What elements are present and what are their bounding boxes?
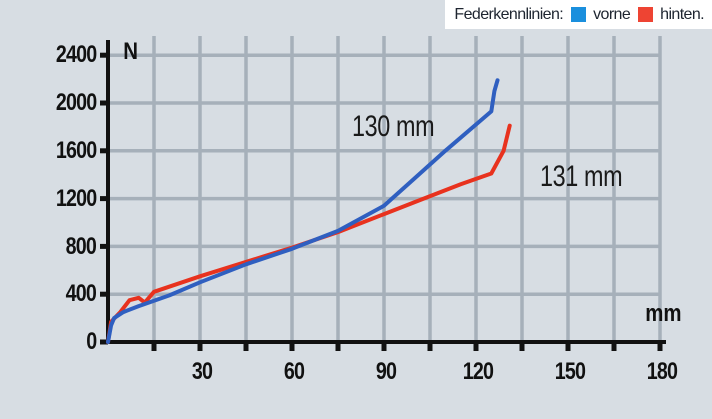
x-tick-90: 90 xyxy=(375,358,397,385)
front-travel-label: 130 mm xyxy=(352,110,435,143)
x-tick-180: 180 xyxy=(646,358,678,385)
x-tick-30: 30 xyxy=(191,358,213,385)
y-axis-unit: N xyxy=(123,38,139,65)
axes xyxy=(100,40,666,351)
legend-swatch-rear xyxy=(638,7,654,22)
legend: Federkennlinien: vorne hinten. xyxy=(445,0,712,29)
front-spring-curve xyxy=(106,78,500,344)
grid-lines xyxy=(108,36,662,342)
x-axis-unit: mm xyxy=(645,300,682,327)
rear-spring-curve xyxy=(106,123,512,344)
x-tick-120: 120 xyxy=(462,358,494,385)
legend-label-front: vorne xyxy=(593,5,631,23)
y-tick-2400: 2400 xyxy=(55,41,96,68)
y-tick-1600: 1600 xyxy=(55,137,96,164)
y-tick-400: 400 xyxy=(65,280,97,307)
x-tick-60: 60 xyxy=(283,358,305,385)
legend-swatch-front xyxy=(571,7,587,22)
y-tick-800: 800 xyxy=(65,233,97,260)
y-tick-0: 0 xyxy=(85,328,97,355)
legend-label-rear: hinten. xyxy=(660,5,704,23)
y-tick-1200: 1200 xyxy=(55,185,96,212)
x-tick-150: 150 xyxy=(554,358,586,385)
rear-travel-label: 131 mm xyxy=(540,160,623,193)
y-tick-2000: 2000 xyxy=(55,89,96,116)
legend-title: Federkennlinien: xyxy=(454,5,564,23)
